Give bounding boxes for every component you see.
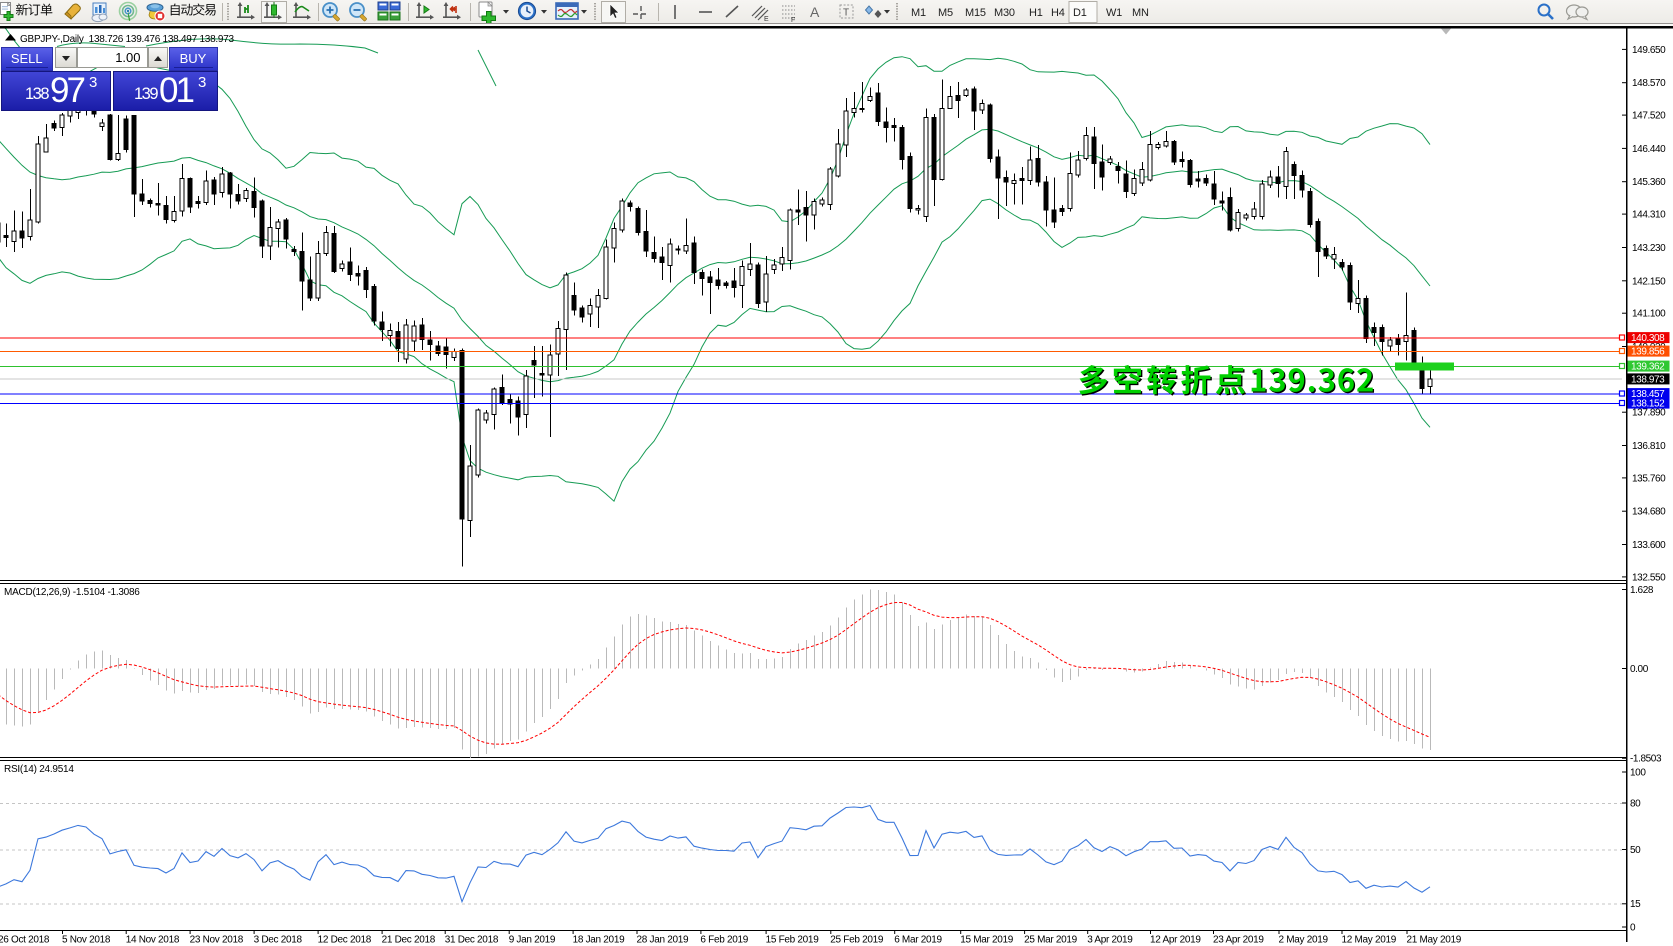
svg-text:M15: M15	[965, 7, 986, 19]
svg-text:138.152: 138.152	[1631, 399, 1665, 410]
svg-text:138.973: 138.973	[1631, 374, 1665, 385]
svg-text:21 May 2019: 21 May 2019	[1407, 935, 1462, 946]
svg-text:MN: MN	[1132, 7, 1149, 19]
svg-text:25 Feb 2019: 25 Feb 2019	[830, 935, 884, 946]
svg-text:W1: W1	[1106, 7, 1122, 19]
svg-text:M1: M1	[911, 7, 926, 19]
svg-text:28 Jan 2019: 28 Jan 2019	[637, 935, 689, 946]
svg-text:144.310: 144.310	[1632, 210, 1666, 221]
svg-text:143.230: 143.230	[1632, 243, 1666, 254]
svg-text:139.362: 139.362	[1631, 362, 1665, 373]
svg-text:6 Mar 2019: 6 Mar 2019	[894, 935, 942, 946]
svg-text:1.628: 1.628	[1630, 585, 1654, 596]
svg-text:136.810: 136.810	[1632, 441, 1666, 452]
svg-text:15 Feb 2019: 15 Feb 2019	[766, 935, 820, 946]
svg-text:D1: D1	[1073, 7, 1087, 19]
svg-text:18 Jan 2019: 18 Jan 2019	[573, 935, 625, 946]
svg-text:15: 15	[1630, 899, 1641, 910]
svg-text:21 Dec 2018: 21 Dec 2018	[382, 935, 436, 946]
svg-text:F: F	[791, 17, 795, 23]
svg-text:12 Dec 2018: 12 Dec 2018	[318, 935, 372, 946]
svg-text:0.00: 0.00	[1630, 664, 1649, 675]
svg-text:2 May 2019: 2 May 2019	[1279, 935, 1329, 946]
svg-text:50: 50	[1630, 845, 1641, 856]
svg-text:145.360: 145.360	[1632, 177, 1666, 188]
svg-text:148.570: 148.570	[1632, 78, 1666, 89]
svg-text:9 Jan 2019: 9 Jan 2019	[509, 935, 556, 946]
svg-text:25 Mar 2019: 25 Mar 2019	[1024, 935, 1078, 946]
svg-text:135.760: 135.760	[1632, 473, 1666, 484]
svg-text:H4: H4	[1051, 7, 1065, 19]
svg-text:E: E	[764, 16, 769, 23]
svg-text:6 Feb 2019: 6 Feb 2019	[700, 935, 748, 946]
svg-text:3 Apr 2019: 3 Apr 2019	[1087, 935, 1133, 946]
svg-text:100: 100	[1630, 768, 1646, 779]
svg-text:A: A	[810, 4, 820, 20]
svg-text:0: 0	[1630, 923, 1636, 934]
svg-text:23 Nov 2018: 23 Nov 2018	[190, 935, 244, 946]
svg-text:15 Mar 2019: 15 Mar 2019	[960, 935, 1014, 946]
svg-text:132.550: 132.550	[1632, 572, 1666, 583]
svg-text:138.457: 138.457	[1631, 389, 1665, 400]
svg-text:133.600: 133.600	[1632, 540, 1666, 551]
svg-text:134.680: 134.680	[1632, 507, 1666, 518]
svg-text:26 Oct 2018: 26 Oct 2018	[0, 935, 50, 946]
svg-text:GBPJPY-,Daily 138.726 139.476: GBPJPY-,Daily 138.726 139.476 138.497 13…	[20, 34, 235, 45]
svg-text:31 Dec 2018: 31 Dec 2018	[445, 935, 499, 946]
svg-text:137.890: 137.890	[1632, 408, 1666, 419]
svg-text:M5: M5	[938, 7, 953, 19]
svg-text:14 Nov 2018: 14 Nov 2018	[126, 935, 180, 946]
svg-text:149.650: 149.650	[1632, 45, 1666, 56]
svg-text:5 Nov 2018: 5 Nov 2018	[62, 935, 111, 946]
svg-text:140.308: 140.308	[1631, 333, 1665, 344]
svg-text:141.100: 141.100	[1632, 309, 1666, 320]
svg-text:12 May 2019: 12 May 2019	[1342, 935, 1397, 946]
svg-text:80: 80	[1630, 799, 1641, 810]
svg-text:23 Apr 2019: 23 Apr 2019	[1213, 935, 1264, 946]
svg-text:-1.8503: -1.8503	[1630, 754, 1662, 765]
svg-text:H1: H1	[1029, 7, 1043, 19]
svg-text:M30: M30	[994, 7, 1015, 19]
svg-text:146.440: 146.440	[1632, 144, 1666, 155]
svg-text:147.520: 147.520	[1632, 111, 1666, 122]
svg-text:3 Dec 2018: 3 Dec 2018	[254, 935, 303, 946]
svg-text:MACD(12,26,9) -1.5104 -1.3086: MACD(12,26,9) -1.5104 -1.3086	[4, 587, 140, 598]
svg-text:RSI(14) 24.9514: RSI(14) 24.9514	[4, 764, 74, 775]
svg-text:12 Apr 2019: 12 Apr 2019	[1150, 935, 1201, 946]
svg-text:142.150: 142.150	[1632, 276, 1666, 287]
svg-text:139.856: 139.856	[1631, 347, 1665, 358]
svg-text:T: T	[843, 8, 849, 19]
